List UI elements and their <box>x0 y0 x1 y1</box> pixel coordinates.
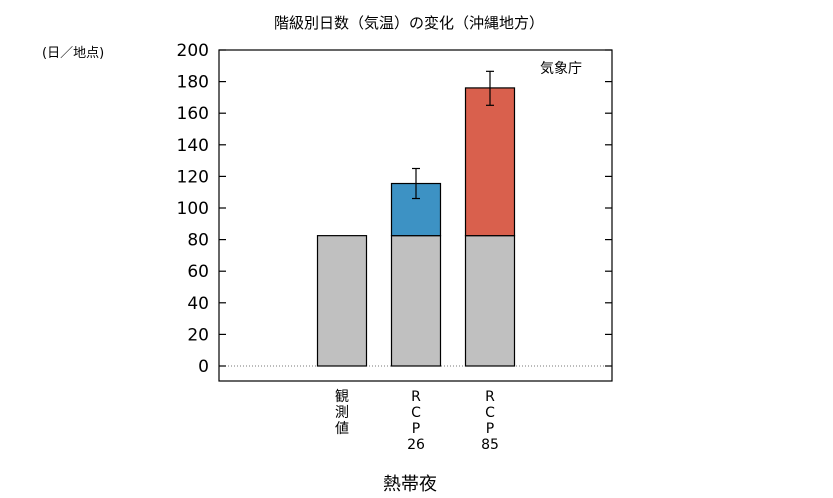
y-tick-label: 200 <box>177 41 209 61</box>
y-tick-label: 0 <box>198 357 209 377</box>
bar-segment <box>390 235 442 367</box>
y-axis-unit-label: (日／地点) <box>42 46 104 61</box>
category-label: 26 <box>407 437 425 453</box>
y-tick-label: 100 <box>177 199 209 219</box>
error-bars <box>412 70 494 200</box>
chart-title: 階級別日数（気温）の変化（沖縄地方） <box>274 14 544 32</box>
bars <box>316 87 516 367</box>
y-tick-label: 20 <box>187 325 209 345</box>
category-label: C <box>485 405 495 421</box>
x-axis-label: 熱帯夜 <box>383 474 437 495</box>
y-tick-label: 180 <box>177 73 209 93</box>
category-label: 85 <box>481 437 499 453</box>
bar-segment <box>464 87 516 237</box>
category-label: R <box>411 389 421 405</box>
y-tick-label: 80 <box>187 231 209 251</box>
plot-area-frame <box>218 49 613 382</box>
y-tick-label: 160 <box>177 104 209 124</box>
bar-segment <box>316 235 368 367</box>
y-axis-ticks: 0 20 40 60 80 100 120 140 160 180 200 <box>177 41 612 377</box>
bar-segment <box>464 235 516 367</box>
y-tick-label: 40 <box>187 294 209 314</box>
credit-label: 気象庁 <box>540 61 582 77</box>
y-tick-label: 120 <box>177 167 209 187</box>
category-label: P <box>486 421 494 437</box>
category-label: P <box>412 421 420 437</box>
category-label: R <box>485 389 495 405</box>
category-label: C <box>411 405 421 421</box>
category-label: 値 <box>335 421 349 437</box>
y-tick-label: 60 <box>187 262 209 282</box>
category-label: 観 <box>335 388 349 405</box>
y-tick-label: 140 <box>177 136 209 156</box>
category-label: 測 <box>335 405 349 421</box>
